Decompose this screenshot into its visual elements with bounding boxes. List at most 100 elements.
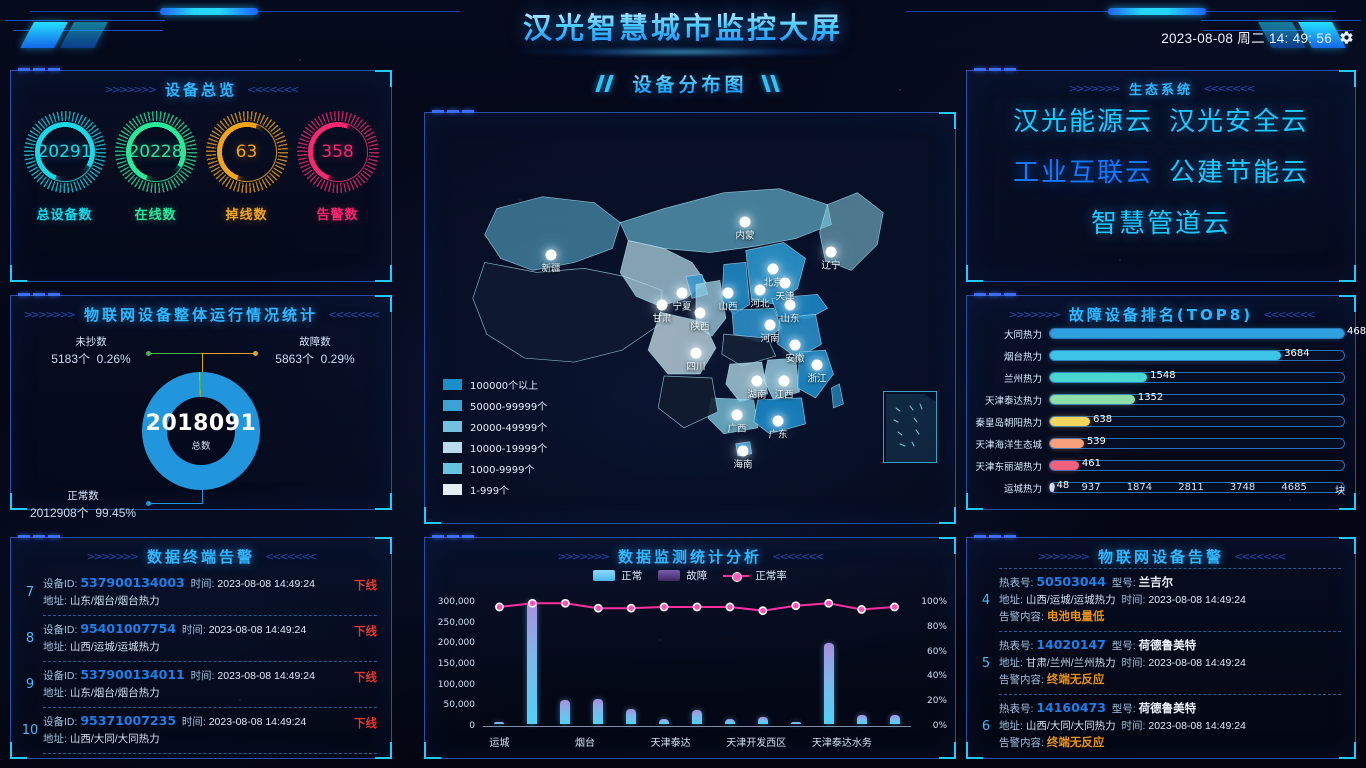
status-badge-offline: 下线: [354, 672, 377, 684]
rank-row-1[interactable]: 烟台热力 3684: [975, 346, 1345, 365]
gauge-item-0[interactable]: 20291 总设备数: [22, 111, 108, 223]
map-marker[interactable]: 新疆: [541, 249, 561, 275]
map-marker[interactable]: 内蒙: [735, 216, 755, 242]
meter-number-value: 14160473: [1036, 700, 1106, 715]
chart-ytick-right: 80%: [926, 621, 947, 632]
map-marker[interactable]: 广东: [768, 415, 788, 441]
map-legend-item-0[interactable]: 100000个以上: [443, 377, 547, 392]
chart-bar-normal[interactable]: [659, 718, 670, 724]
map-legend-item-1[interactable]: 50000-99999个: [443, 398, 547, 413]
map-marker[interactable]: 辽宁: [821, 246, 841, 272]
map-marker[interactable]: 河南: [760, 319, 780, 345]
chart-bar-normal[interactable]: [790, 721, 801, 724]
china-map-svg[interactable]: [425, 113, 955, 523]
chart-bar-normal[interactable]: [692, 710, 702, 724]
gear-icon[interactable]: [1339, 30, 1354, 45]
header-bar: 汉光智慧城市监控大屏 2023-08-08 周二 14: 49: 56: [0, 0, 1366, 58]
map-legend-item-2[interactable]: 20000-49999个: [443, 419, 547, 434]
terminal-alarm-row[interactable]: 7 设备ID: 537900134003 时间: 2023-08-08 14:49…: [17, 570, 385, 616]
panel-corner-tr: [1339, 295, 1356, 312]
terminal-alarm-row[interactable]: 10 设备ID: 95371007235 时间: 2023-08-08 14:49…: [17, 708, 385, 754]
chart-bar-normal[interactable]: [560, 700, 571, 724]
donut-fault-count: 5863个: [275, 352, 314, 366]
donut-total-value: 2018091: [145, 410, 257, 436]
map-marker[interactable]: 宁夏: [672, 287, 692, 313]
map-marker[interactable]: 山西: [718, 287, 738, 313]
map-marker[interactable]: 江西: [774, 375, 794, 401]
iot-alarm-row[interactable]: 6 热表号: 14160473 型号: 荷德鲁美特 地址: 山西/大同/大同热力 时…: [973, 695, 1349, 756]
map-marker[interactable]: 四川: [686, 347, 706, 373]
rank-row-0[interactable]: 大同热力 4685: [975, 324, 1366, 343]
map-legend-item-4[interactable]: 1000-9999个: [443, 461, 547, 476]
legend-label: 正常率: [755, 570, 787, 582]
rank-row-6[interactable]: 天津东丽湖热力 461: [975, 456, 1345, 475]
ecosystem-panel: >>>>>>> 生态系统 <<<<<<< 汉光能源云 汉光安全云 工业互联云 公建节能…: [966, 68, 1356, 282]
terminal-alarm-list[interactable]: 7 设备ID: 537900134003 时间: 2023-08-08 14:49…: [17, 570, 385, 756]
map-marker[interactable]: 广西: [727, 409, 747, 435]
ecosystem-item[interactable]: 智慧管道云: [1090, 209, 1231, 239]
chart-xtick-label: 天津泰达水务: [811, 738, 872, 749]
chart-bar-normal[interactable]: [593, 698, 604, 724]
map-marker[interactable]: 安徽: [785, 339, 805, 365]
chart-ytick-right: 60%: [926, 646, 947, 657]
map-marker-dot: [722, 287, 734, 299]
map-marker[interactable]: 海南: [733, 445, 753, 471]
panel-title-text: 生态系统: [1128, 83, 1193, 98]
map-marker-label: 天津: [775, 291, 795, 303]
chevron-left-icon: <<<<<<<: [328, 308, 381, 321]
map-marker[interactable]: 山东: [780, 299, 800, 325]
ecosystem-item[interactable]: 汉光能源云: [1012, 107, 1153, 137]
map-legend-item-5[interactable]: 1-999个: [443, 482, 547, 497]
rank-row-5[interactable]: 天津海洋生态城 539: [975, 434, 1345, 453]
gauge-ring: 63: [205, 111, 288, 193]
chart-ytick-left: 300,000: [437, 597, 475, 607]
chart-legend-item[interactable]: 故障: [658, 568, 707, 583]
iot-alarm-list[interactable]: 4 热表号: 50503044 型号: 兰吉尔 地址: 山西/运城/运城热力 时间:…: [973, 568, 1349, 756]
chart-bar-normal[interactable]: [527, 601, 538, 724]
legend-swatch: [443, 400, 462, 411]
gauge-item-2[interactable]: 63 掉线数: [204, 111, 290, 223]
chart-bar-normal[interactable]: [626, 708, 637, 724]
rank-row-4[interactable]: 秦皇岛朝阳热力 638: [975, 412, 1345, 431]
rank-row-3[interactable]: 天津泰达热力 1352: [975, 390, 1345, 409]
label-address: 地址:: [43, 687, 67, 699]
map-marker[interactable]: 北京: [763, 263, 783, 289]
chart-bar-normal[interactable]: [823, 643, 834, 724]
iot-alarm-row[interactable]: 5 热表号: 14020147 型号: 荷德鲁美特 地址: 甘肃/兰州/兰州热力 时…: [973, 632, 1349, 695]
gauge-item-3[interactable]: 358 告警数: [295, 111, 381, 223]
rank-row-2[interactable]: 兰州热力 1548: [975, 368, 1345, 387]
terminal-alarm-row[interactable]: 9 设备ID: 537900134011 时间: 2023-08-08 14:49…: [17, 662, 385, 708]
fault-rank-panel: >>>>>>> 故障设备排名(TOP8) <<<<<<< 大同热力4685烟台热…: [966, 293, 1366, 510]
ecosystem-item[interactable]: 汉光安全云: [1169, 107, 1310, 137]
map-marker[interactable]: 湖南: [747, 375, 767, 401]
chart-xtick-label: 运城: [489, 738, 510, 749]
chart-legend-item[interactable]: 正常: [593, 568, 642, 583]
panel-dash-marks: [974, 293, 1016, 296]
chart-bar-normal[interactable]: [724, 719, 735, 724]
map-marker[interactable]: 甘肃: [652, 299, 672, 325]
chart-bar-normal[interactable]: [494, 722, 505, 724]
iot-alarm-row[interactable]: 4 热表号: 50503044 型号: 兰吉尔 地址: 山西/运城/运城热力 时间:…: [973, 569, 1349, 632]
ecosystem-item[interactable]: 公建节能云: [1169, 158, 1310, 188]
chart-bar-normal[interactable]: [889, 714, 900, 724]
label-model: 型号:: [1111, 703, 1136, 715]
map-marker-dot: [751, 375, 763, 387]
map-legend-item-3[interactable]: 10000-19999个: [443, 440, 547, 455]
panel-title-overview: >>>>>>> 设备总览 <<<<<<<: [11, 79, 391, 100]
map-marker[interactable]: 天津: [775, 277, 795, 303]
rank-row-7[interactable]: 运城热力 48: [975, 478, 1345, 497]
terminal-alarm-row[interactable]: 8 设备ID: 95401007754 时间: 2023-08-08 14:49:…: [17, 616, 385, 662]
map-marker[interactable]: 河北: [750, 284, 770, 310]
panel-title-monitor: >>>>>>> 数据监测统计分析 <<<<<<<: [425, 546, 955, 567]
gauge-item-1[interactable]: 20228 在线数: [113, 111, 199, 223]
terminal-alarm-row[interactable]: 11设备ID: 95450010071 时间: 2023-08-08 14:49…: [17, 754, 385, 756]
chart-legend-item[interactable]: 正常率: [723, 568, 787, 583]
chart-bar-normal[interactable]: [856, 715, 867, 724]
map-marker[interactable]: 陕西: [690, 307, 710, 333]
ecosystem-item[interactable]: 工业互联云: [1012, 158, 1153, 188]
chart-bar-normal[interactable]: [757, 716, 768, 724]
time-value: 2023-08-08 14:49:24: [1148, 720, 1246, 732]
alarm-content-value: 电池电量低: [1046, 611, 1105, 623]
map-marker[interactable]: 浙江: [807, 359, 827, 385]
label-meter: 热表号:: [999, 703, 1034, 715]
